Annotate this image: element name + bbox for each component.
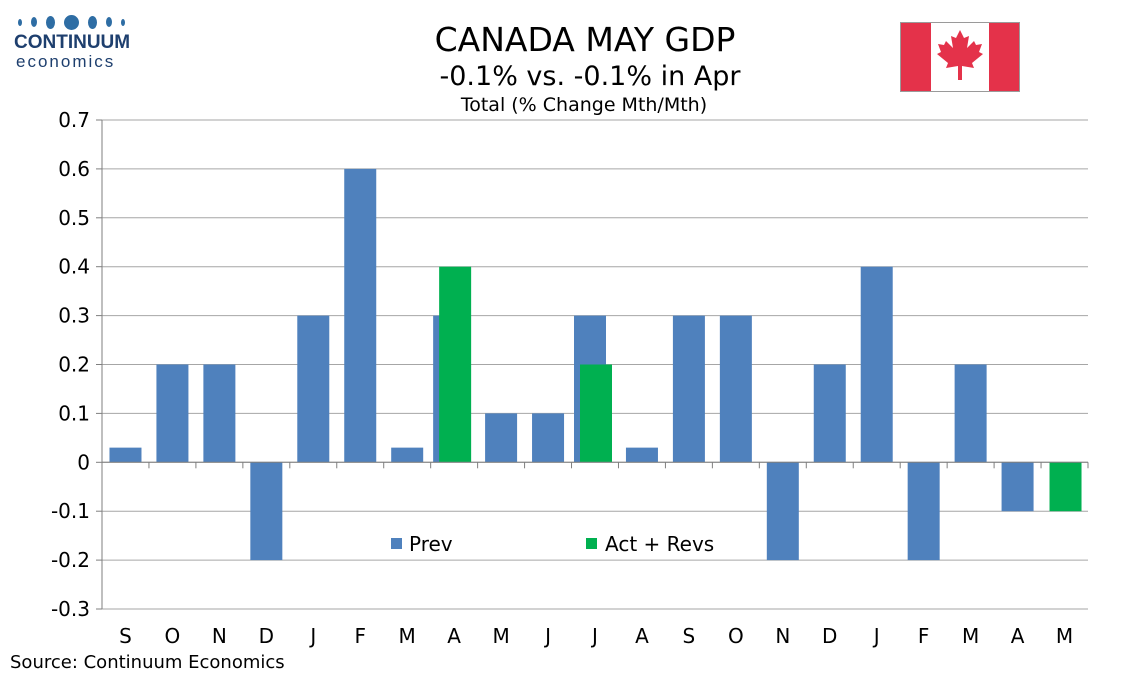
y-tick-label: 0 <box>77 450 90 474</box>
bar-prev <box>156 364 189 463</box>
bar-prev <box>907 462 940 561</box>
bar-prev <box>203 364 236 463</box>
continuum-logo: CONTINUUM economics <box>14 14 144 76</box>
x-tick-label: F <box>354 624 366 648</box>
x-tick-label: O <box>165 624 181 648</box>
logo-wordmark: CONTINUUM <box>14 32 131 53</box>
y-tick-label: 0.2 <box>58 353 90 377</box>
bar-prev <box>625 447 658 463</box>
x-tick-label: N <box>212 624 227 648</box>
x-tick-label: S <box>683 624 696 648</box>
bar-prev <box>813 364 846 463</box>
legend-swatch-prev <box>391 538 402 549</box>
x-tick-label: J <box>543 624 551 648</box>
x-tick-label: F <box>918 624 930 648</box>
legend-label-act-revs: Act + Revs <box>605 532 714 556</box>
canada-flag-icon <box>900 22 1020 92</box>
bar-act-revs <box>1049 462 1082 512</box>
y-tick-label: 0.3 <box>58 304 90 328</box>
bar-prev <box>672 315 705 463</box>
x-tick-label: J <box>590 624 598 648</box>
x-tick-label: O <box>728 624 744 648</box>
x-tick-label: S <box>119 624 132 648</box>
legend-label-prev: Prev <box>409 532 453 556</box>
bar-prev <box>109 447 142 463</box>
y-tick-label: 0.7 <box>58 108 90 132</box>
x-tick-label: M <box>1056 624 1073 648</box>
bar-prev <box>766 462 799 561</box>
bar-prev <box>954 364 987 463</box>
logo-tagline: economics <box>16 52 116 71</box>
source-note: Source: Continuum Economics <box>10 652 285 673</box>
bar-act-revs <box>580 364 612 463</box>
y-tick-label: -0.1 <box>51 499 90 523</box>
chart-subtitle: Total (% Change Mth/Mth) <box>460 94 708 116</box>
bar-prev <box>860 266 893 463</box>
y-tick-label: 0.6 <box>58 157 90 181</box>
y-tick-label: 0.1 <box>58 401 90 425</box>
chart-title: CANADA MAY GDP <box>434 20 736 59</box>
chart-headline: -0.1% vs. -0.1% in Apr <box>439 61 741 92</box>
bar-prev <box>391 447 424 463</box>
x-tick-label: A <box>635 624 649 648</box>
x-tick-label: J <box>308 624 316 648</box>
bar-prev <box>532 413 565 463</box>
x-tick-label: D <box>259 624 274 648</box>
bar-prev <box>344 168 377 463</box>
x-tick-label: N <box>775 624 790 648</box>
x-tick-label: A <box>447 624 461 648</box>
x-tick-label: M <box>399 624 416 648</box>
x-tick-label: J <box>872 624 880 648</box>
y-tick-label: 0.4 <box>58 255 90 279</box>
bar-prev <box>1001 462 1034 512</box>
legend-swatch-act-revs <box>586 538 597 549</box>
x-tick-label: D <box>822 624 837 648</box>
y-tick-label: -0.2 <box>51 548 90 572</box>
bar-prev <box>297 315 330 463</box>
bar-prev <box>250 462 283 561</box>
x-tick-label: M <box>962 624 979 648</box>
y-tick-label: -0.3 <box>51 597 90 621</box>
bar-prev <box>719 315 752 463</box>
x-tick-label: A <box>1011 624 1025 648</box>
x-tick-label: M <box>492 624 509 648</box>
bar-act-revs <box>439 266 472 463</box>
logo-dots <box>18 14 144 30</box>
bar-prev <box>485 413 518 463</box>
y-tick-label: 0.5 <box>58 206 90 230</box>
